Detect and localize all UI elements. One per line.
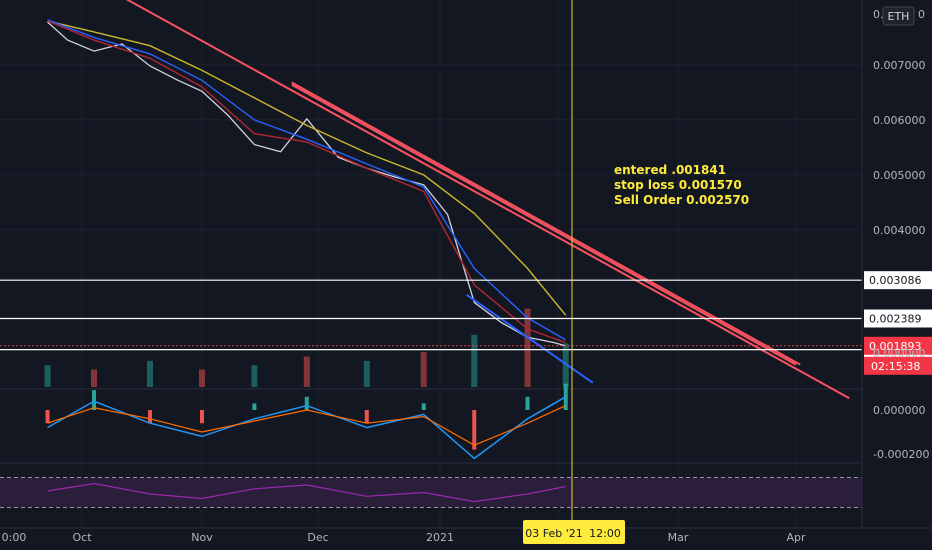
rsi-pane — [47, 482, 566, 503]
level-value-0: 0.003086 — [869, 274, 922, 287]
volume-bar-3 — [199, 369, 205, 387]
annotation-line-1: entered .001841 — [614, 163, 726, 177]
time-tick-3: Dec — [307, 531, 328, 544]
volume-bar-9 — [524, 308, 531, 387]
volume-bar-5 — [303, 356, 310, 387]
currency-label: ETH — [888, 10, 910, 23]
macd-hist-5 — [304, 396, 309, 410]
series-line-0 — [47, 21, 566, 347]
series-line-2 — [47, 19, 567, 341]
macd-hist-4 — [252, 403, 257, 410]
volume-bar-0 — [44, 365, 51, 387]
last-price-value: 0.001893 — [869, 340, 922, 353]
macd-hist-8 — [472, 410, 477, 450]
crosshair-date-tag: 03 Feb '21 12:00 — [523, 520, 625, 544]
level-tag-1: 0.002389 — [864, 309, 932, 328]
macd-hist-9 — [525, 396, 530, 410]
horizontal-levels[interactable] — [0, 279, 862, 351]
series-line-3 — [47, 20, 566, 344]
rsi-band — [0, 477, 862, 508]
volume-bar-2 — [147, 360, 153, 387]
level-tag-0: 0.003086 — [864, 271, 932, 290]
macd-pane — [45, 383, 568, 460]
volume-bars — [44, 308, 569, 387]
countdown-value: 02:15:38 — [871, 360, 920, 373]
crosshair-time: 12:00 — [589, 527, 621, 540]
macd-hist-7 — [421, 403, 426, 410]
macd-hist-0 — [45, 410, 50, 424]
trendline-0[interactable] — [118, 0, 850, 400]
time-tick-4: 2021 — [426, 531, 454, 544]
price-tick-1: 0.006000 — [873, 114, 926, 127]
time-tick-5: Mar — [668, 531, 689, 544]
price-tick-0: 0.007000 — [873, 59, 926, 72]
macd-hist-3 — [200, 410, 204, 424]
signal-line — [47, 405, 566, 446]
level-value-1: 0.002389 — [869, 313, 922, 326]
macd-hist-2 — [148, 410, 152, 424]
macd-hist-10 — [563, 383, 568, 410]
price-series — [47, 19, 567, 347]
trendline-1[interactable] — [291, 81, 801, 366]
volume-axis-label: 0.000000 — [873, 347, 926, 360]
time-tick-0: 0:00 — [2, 531, 27, 544]
price-axis[interactable]: 0. 0 ETH 0.007000 0.006000 0.005000 0.00400… — [861, 0, 932, 528]
volume-bar-10 — [562, 343, 569, 387]
time-axis[interactable]: 0:00 Oct Nov Dec 2021 Mar Apr 03 Feb '21 12:00 — [0, 520, 932, 550]
annotation-text: entered .001841 stop loss 0.001570 Sell … — [614, 163, 749, 207]
price-tick-top-suffix: 0 — [918, 8, 925, 21]
macd-tick-1: -0.000200 — [873, 448, 929, 461]
volume-bar-6 — [363, 360, 370, 387]
crosshair-date: 03 Feb '21 — [525, 527, 583, 540]
volume-bar-1 — [91, 369, 97, 387]
price-tick-3: 0.004000 — [873, 224, 926, 237]
currency-badge[interactable]: ETH — [882, 6, 915, 26]
volume-bar-4 — [251, 365, 258, 387]
last-price-tag: 0.001893 02:15:38 — [864, 336, 932, 375]
macd-line — [47, 396, 567, 460]
time-tick-1: Oct — [72, 531, 92, 544]
grid-lines — [0, 0, 862, 528]
macd-tick-0: 0.000000 — [873, 404, 926, 417]
macd-hist-1 — [92, 390, 96, 410]
time-tick-2: Nov — [191, 531, 213, 544]
rsi-line — [47, 482, 566, 503]
series-line-1 — [47, 20, 567, 316]
annotation-line-2: stop loss 0.001570 — [614, 178, 742, 192]
macd-hist-6 — [364, 410, 369, 424]
time-tick-6: Apr — [786, 531, 806, 544]
rsi-band-fill — [0, 477, 862, 508]
price-tick-top: 0. — [873, 8, 884, 21]
annotation-line-3: Sell Order 0.002570 — [614, 193, 749, 207]
volume-bar-7 — [420, 352, 427, 387]
volume-bar-8 — [471, 334, 478, 387]
price-tick-2: 0.005000 — [873, 169, 926, 182]
